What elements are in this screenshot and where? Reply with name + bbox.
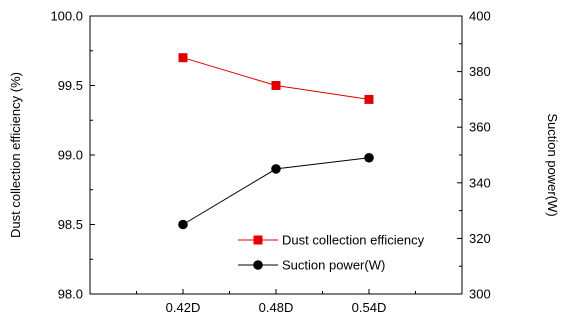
y-left-tick-label: 99.0 bbox=[58, 148, 83, 163]
y-right-tick-label: 400 bbox=[469, 9, 491, 24]
data-point-square bbox=[364, 94, 374, 104]
y-right-tick-label: 320 bbox=[469, 231, 491, 246]
y-left-tick-label: 98.5 bbox=[58, 217, 83, 232]
y-right-tick-label: 360 bbox=[469, 120, 491, 135]
y-right-tick-label: 380 bbox=[469, 64, 491, 79]
data-point-circle bbox=[271, 164, 281, 174]
legend-marker-circle bbox=[253, 260, 263, 270]
y-axis-right-title: Suction power(W) bbox=[545, 113, 560, 216]
axis-ticks: 98.0 98.5 99.0 99.5 100.0 300 320 340 360 380 400 0… bbox=[50, 9, 490, 316]
series-line bbox=[182, 57, 370, 100]
legend-label: Dust collection efficiency bbox=[282, 233, 425, 248]
plot-frame bbox=[89, 15, 463, 295]
legend-entry: Suction power(W) bbox=[238, 258, 385, 273]
data-point-square bbox=[178, 53, 188, 63]
y-left-tick-label: 98.0 bbox=[58, 287, 83, 302]
y-axis-left-title: Dust collection efficiency (%) bbox=[8, 72, 23, 238]
series-layer bbox=[178, 53, 374, 230]
legend-entry: Dust collection efficiency bbox=[238, 233, 425, 248]
y-right-tick-label: 300 bbox=[469, 287, 491, 302]
data-point-circle bbox=[364, 152, 374, 163]
data-point-square bbox=[271, 81, 281, 90]
data-point-circle bbox=[178, 219, 188, 230]
legend: Dust collection efficiency Suction power(… bbox=[238, 233, 425, 273]
x-tick-label: 0.48D bbox=[259, 300, 294, 315]
legend-label: Suction power(W) bbox=[282, 258, 385, 273]
y-left-tick-label: 99.5 bbox=[58, 78, 83, 93]
y-right-tick-label: 340 bbox=[469, 175, 491, 190]
series-1 bbox=[178, 53, 374, 104]
x-tick-label: 0.54D bbox=[352, 300, 387, 315]
series-2 bbox=[178, 152, 374, 230]
legend-marker-square bbox=[253, 235, 263, 245]
x-tick-label: 0.42D bbox=[166, 300, 201, 315]
y-left-tick-label: 100.0 bbox=[50, 9, 83, 24]
